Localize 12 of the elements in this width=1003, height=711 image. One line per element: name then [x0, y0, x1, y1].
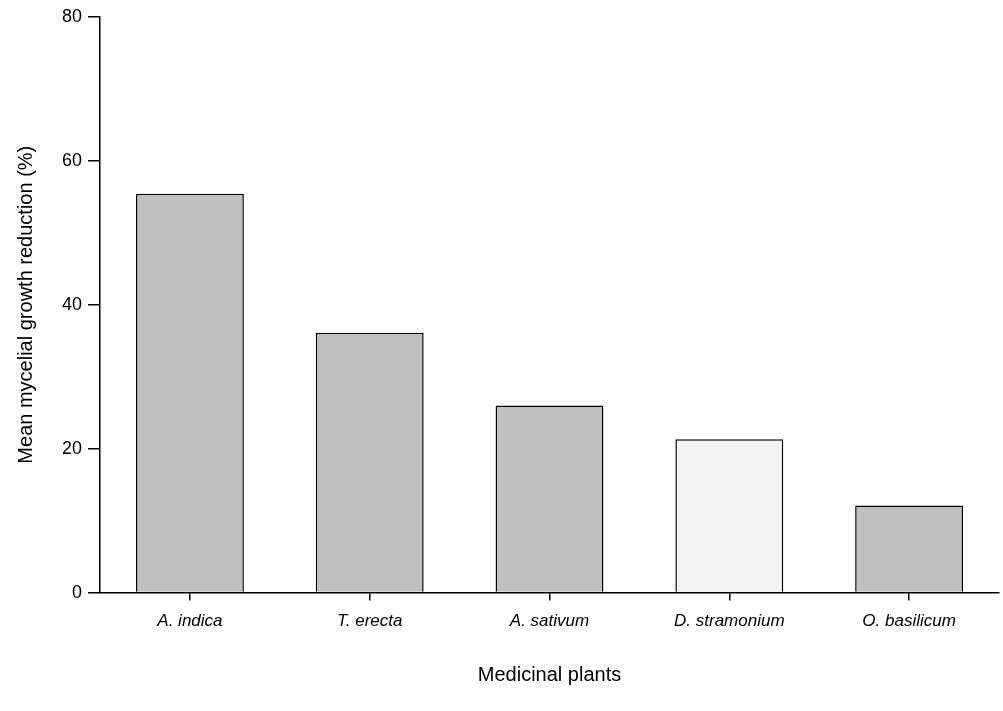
x-tick-label: A. sativum — [508, 610, 590, 630]
y-tick-label: 80 — [61, 5, 83, 26]
y-tick-label: 0 — [72, 581, 83, 602]
y-tick-label: 40 — [61, 293, 83, 314]
x-tick-label: A. indica — [156, 610, 223, 630]
x-tick-label: T. erecta — [336, 610, 403, 630]
y-tick-label: 60 — [61, 149, 83, 170]
x-axis-title: Medicinal plants — [477, 662, 622, 685]
x-tick-label: O. basilicum — [862, 610, 956, 630]
y-axis-title: Mean mycelial growth reduction (%) — [13, 145, 36, 464]
x-tick-label: D. stramonium — [674, 610, 785, 630]
y-tick-label: 20 — [61, 437, 83, 458]
